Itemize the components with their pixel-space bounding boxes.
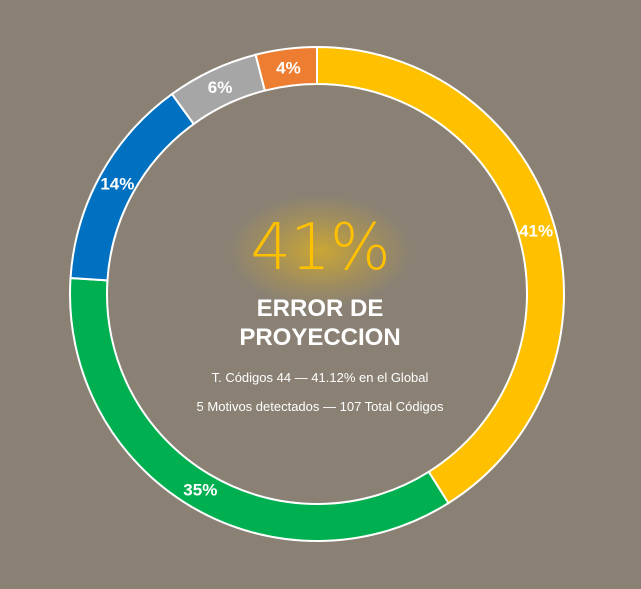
center-title-line2: PROYECCION: [239, 324, 401, 351]
center-title-line1: ERROR DE: [256, 295, 384, 322]
center-summary: 41% ERROR DE PROYECCION T. Códigos 44 — …: [120, 200, 520, 414]
donut-slice-label-5: 4%: [276, 58, 301, 77]
center-subtitle-motives: 5 Motivos detectados — 107 Total Códigos: [196, 399, 444, 414]
donut-slice-labels: 41% 35% 14% 6% 4%: [100, 58, 553, 499]
center-title: ERROR DE PROYECCION: [120, 294, 520, 352]
donut-slice-5: [254, 45, 318, 92]
center-glow: [230, 196, 410, 306]
center-percentage: 41%: [250, 211, 390, 285]
donut-slice-label-4: 6%: [208, 78, 233, 97]
donut-slice-label-3: 14%: [100, 174, 134, 193]
donut-slices: [69, 45, 565, 542]
donut-slice-label-2: 35%: [183, 480, 217, 499]
center-subtitle-codes: T. Códigos 44 — 41.12% en el Global: [211, 370, 429, 385]
donut-slice-label-1: 41%: [519, 221, 553, 240]
